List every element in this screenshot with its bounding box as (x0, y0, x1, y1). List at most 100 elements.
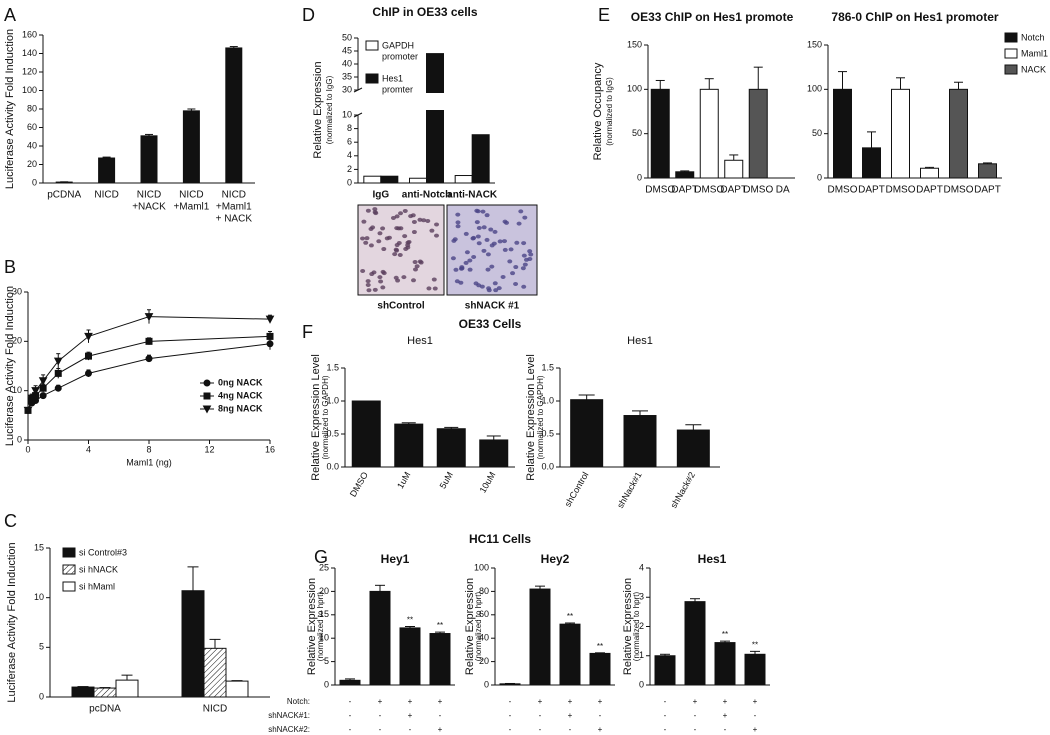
significance: ** (407, 616, 413, 625)
cell-nucleus (402, 234, 408, 239)
bar (675, 171, 695, 179)
panel-letter: F (302, 322, 313, 342)
y-tick-label: 100 (474, 562, 489, 572)
bar (71, 686, 95, 698)
legend-label: Hes1 (382, 73, 403, 83)
data-point (27, 394, 37, 403)
cell-nucleus (408, 214, 414, 219)
y-tick-label: 50 (812, 128, 822, 138)
x-tick-label: 1uM (395, 470, 412, 490)
condition-sign: - (694, 725, 697, 734)
bar (559, 623, 581, 686)
legend-marker (202, 405, 212, 414)
cell-nucleus (395, 278, 401, 283)
condition-sign: - (664, 697, 667, 706)
y-axis-label: Relative Expression (464, 578, 476, 675)
y-tick-label: 100 (22, 85, 37, 95)
condition-sign: - (664, 711, 667, 720)
chart-title: Hes1 (407, 335, 433, 347)
y-tick-label: 0.0 (541, 461, 554, 471)
cell-nucleus (377, 275, 383, 280)
condition-sign: + (408, 711, 413, 720)
x-axis-label: Maml1 (ng) (126, 457, 172, 467)
cell-nucleus (380, 285, 386, 290)
break-mark (353, 87, 363, 118)
cell-nucleus (411, 278, 417, 283)
y-tick-label: 20 (319, 586, 329, 596)
condition-sign: + (438, 725, 443, 734)
y-tick-label: 160 (22, 29, 37, 39)
cell-nucleus (520, 266, 526, 271)
bar (699, 88, 719, 179)
bar (203, 647, 227, 698)
x-tick-label: pCDNA (47, 190, 81, 201)
condition-sign: - (694, 711, 697, 720)
cell-nucleus (481, 225, 487, 230)
cell-nucleus (522, 215, 528, 220)
legend-label: GAPDH (382, 40, 414, 50)
bar (380, 175, 399, 184)
y-tick-label: 20 (12, 336, 22, 346)
condition-label: shNACK#2: (268, 725, 310, 734)
legend-label: si Control#3 (79, 547, 127, 557)
bar (115, 679, 139, 698)
condition-sign: + (753, 697, 758, 706)
y-axis-label: Luciferase Activity Fold Induction (4, 29, 16, 189)
cell-nucleus (504, 220, 510, 225)
y-tick-label: 30 (12, 286, 22, 296)
cell-nucleus (412, 267, 418, 272)
condition-sign: + (568, 697, 573, 706)
y-tick-label: 50 (632, 128, 642, 138)
bar (479, 439, 509, 468)
bar (363, 175, 382, 184)
y-tick-label: 4 (347, 150, 352, 160)
cell-nucleus (372, 287, 378, 292)
cell-nucleus (417, 259, 423, 264)
bar (429, 633, 451, 686)
cell-nucleus (481, 248, 487, 253)
significance: ** (597, 642, 603, 651)
x-tick-label: DAPT (720, 185, 747, 196)
cell-nucleus (397, 252, 403, 257)
bar (684, 601, 706, 686)
data-point (31, 387, 40, 396)
condition-sign: + (693, 697, 698, 706)
y-tick-label: 10 (34, 592, 44, 602)
cell-nucleus (455, 224, 461, 229)
condition-sign: - (569, 725, 572, 734)
y-tick-label: 4 (639, 562, 644, 572)
cell-nucleus (414, 264, 420, 269)
condition-label: shNACK#1: (268, 711, 310, 720)
y-axis-label: Relative Expression Level (310, 354, 322, 481)
cell-nucleus (398, 211, 404, 216)
bar (589, 652, 611, 686)
legend-swatch (1004, 64, 1018, 75)
cell-nucleus (464, 250, 470, 255)
cell-nucleus (406, 239, 412, 244)
bar (570, 399, 604, 468)
panel-letter: B (4, 257, 16, 277)
y-tick-label: 150 (807, 39, 822, 49)
y-tick-label: 0 (639, 679, 644, 689)
bar (529, 588, 551, 686)
data-point (85, 352, 92, 360)
cell-nucleus (528, 252, 534, 257)
cell-nucleus (527, 256, 533, 261)
y-tick-label: 0 (324, 679, 329, 689)
bar (891, 88, 910, 179)
bar (140, 135, 158, 184)
cell-nucleus (496, 286, 502, 291)
data-point (53, 357, 63, 366)
x-tick-label: NICD (203, 704, 227, 715)
data-point (85, 369, 92, 377)
cell-nucleus (471, 235, 477, 240)
bar (399, 627, 421, 686)
cell-nucleus (376, 239, 382, 244)
significance: ** (567, 612, 573, 621)
bar (499, 683, 521, 686)
x-tick-label: 0 (25, 444, 30, 454)
y-tick-label: 1.5 (541, 362, 554, 372)
y-tick-label: 0 (32, 177, 37, 187)
cell-nucleus (479, 284, 485, 289)
y-tick-label: 20 (27, 159, 37, 169)
